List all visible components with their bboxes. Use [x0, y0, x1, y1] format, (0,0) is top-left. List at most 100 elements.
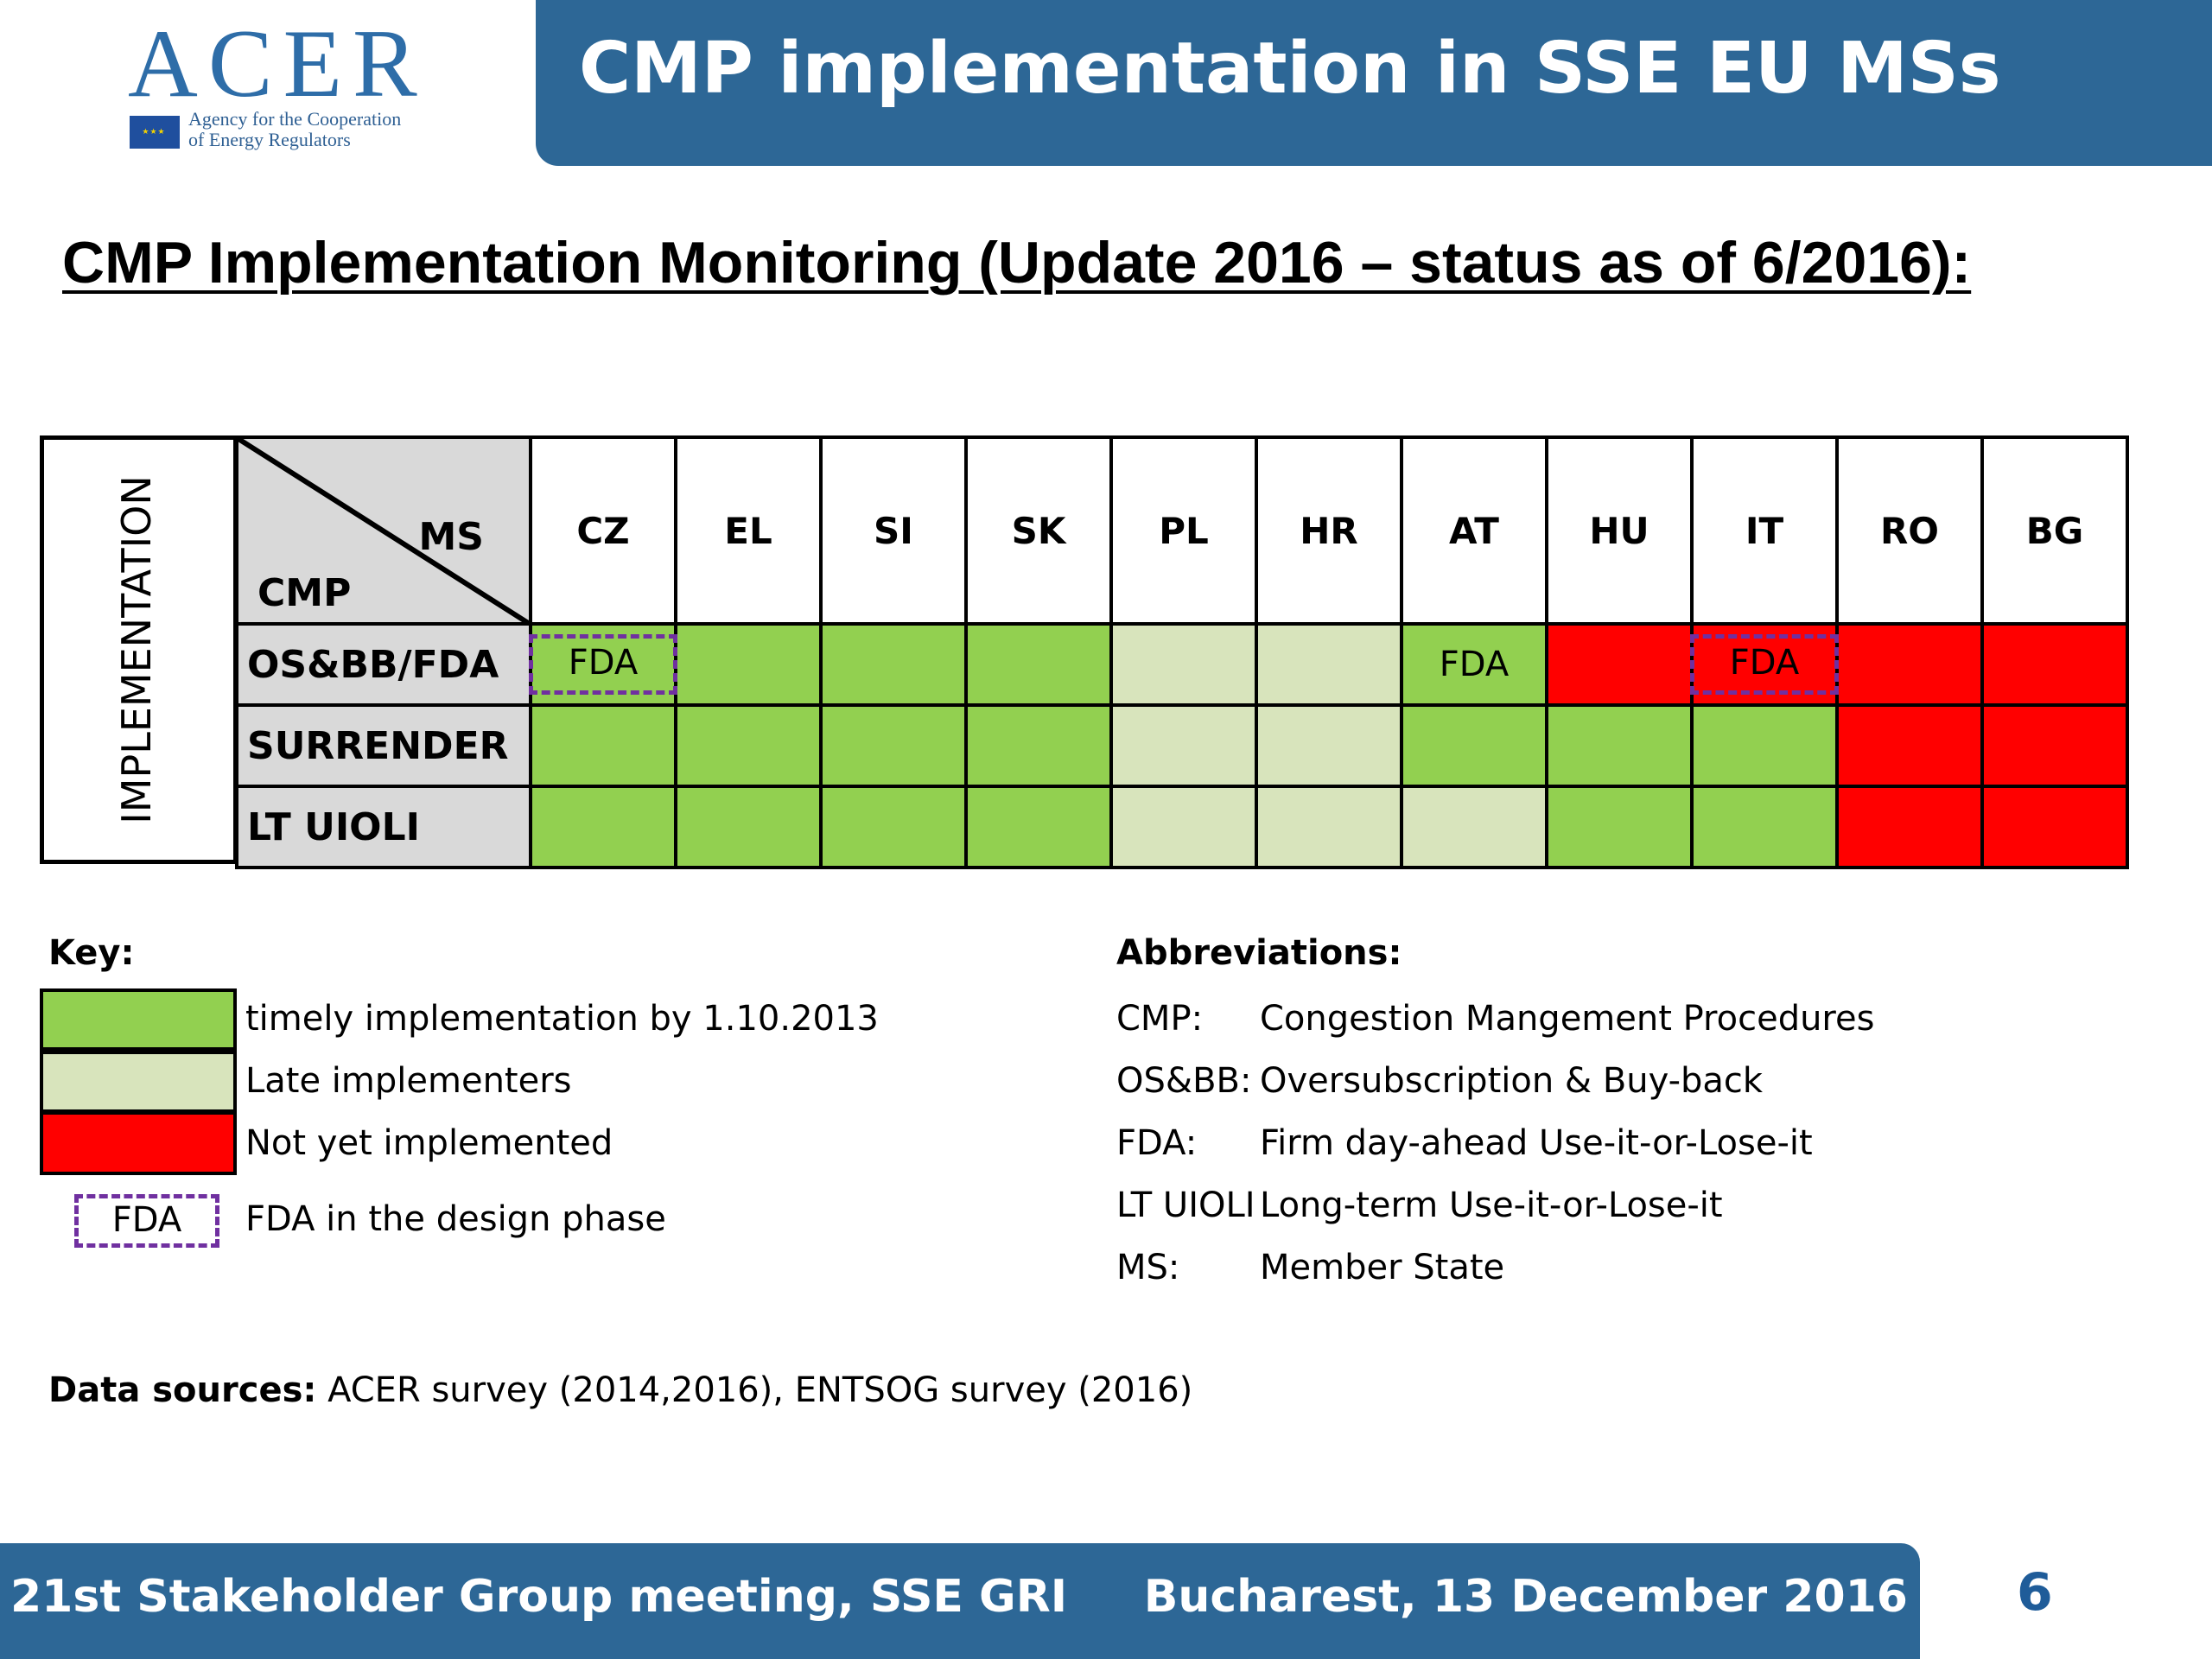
- abbreviation-item: LT UIOLI Long-term Use-it-or-Lose-it: [1116, 1185, 1723, 1225]
- abbreviation-definition: Congestion Mangement Procedures: [1260, 999, 1875, 1039]
- abbreviation-item: FDA: Firm day-ahead Use-it-or-Lose-it: [1116, 1123, 1813, 1163]
- status-cell-cz: FDA: [529, 622, 677, 707]
- country-header: BG: [1980, 435, 2129, 626]
- page-number: 6: [2017, 1562, 2053, 1623]
- country-header: HU: [1545, 435, 1694, 626]
- key-title: Key:: [48, 933, 135, 973]
- abbreviation-item: MS: Member State: [1116, 1248, 1504, 1287]
- key-text-light: Late implementers: [245, 1061, 572, 1101]
- page-title: CMP implementation in SSE EU MSs: [579, 28, 2001, 110]
- status-cell-sk: [964, 622, 1113, 707]
- abbreviation-definition: Member State: [1260, 1248, 1505, 1287]
- country-header: SI: [819, 435, 968, 626]
- status-cell-el: [674, 785, 823, 869]
- fda-design-label: FDA: [529, 634, 677, 695]
- matrix-header-row: MS CMP CZ EL SI SK PL HR AT HU IT RO BG: [235, 435, 2129, 626]
- matrix-row-lt-uioli: LT UIOLI: [235, 785, 2129, 869]
- status-cell-hr: [1255, 785, 1403, 869]
- abbreviation-term: OS&BB:: [1116, 1061, 1252, 1101]
- footer-meeting: 21st Stakeholder Group meeting, SSE GRI: [10, 1571, 1068, 1623]
- country-header: CZ: [529, 435, 677, 626]
- footer-location-date: Bucharest, 13 December 2016: [1143, 1571, 1908, 1623]
- data-sources: Data sources: ACER survey (2014,2016), E…: [48, 1370, 1192, 1410]
- abbreviation-term: LT UIOLI: [1116, 1185, 1255, 1225]
- status-cell-bg: [1980, 785, 2129, 869]
- key-swatch-light: [40, 1051, 237, 1113]
- data-sources-label: Data sources:: [48, 1370, 317, 1410]
- status-cell-cz: [529, 703, 677, 788]
- abbreviation-definition: Long-term Use-it-or-Lose-it: [1260, 1185, 1723, 1225]
- corner-ms-label: MS: [418, 515, 484, 559]
- footer-bar: 21st Stakeholder Group meeting, SSE GRI …: [0, 1543, 1920, 1659]
- status-cell-bg: [1980, 703, 2129, 788]
- matrix-row-osbb-fda: OS&BB/FDA FDA FDA FDA: [235, 622, 2129, 707]
- data-sources-text: ACER survey (2014,2016), ENTSOG survey (…: [316, 1370, 1193, 1410]
- status-cell-hu: [1545, 622, 1694, 707]
- title-bar: CMP implementation in SSE EU MSs: [536, 0, 2212, 166]
- fda-label: FDA: [1439, 645, 1510, 684]
- logo-subtitle-line2: of Energy Regulators: [188, 129, 351, 150]
- abbreviation-definition: Firm day-ahead Use-it-or-Lose-it: [1260, 1123, 1813, 1163]
- country-header: SK: [964, 435, 1113, 626]
- status-cell-si: [819, 703, 968, 788]
- diagonal-divider: [238, 439, 532, 626]
- eu-flag-icon: ★★★: [130, 116, 180, 149]
- status-cell-pl: [1109, 785, 1258, 869]
- acer-logo: ACER ★★★ Agency for the Cooperation of E…: [128, 10, 439, 150]
- row-label: SURRENDER: [235, 703, 532, 788]
- status-cell-sk: [964, 703, 1113, 788]
- country-header: IT: [1690, 435, 1839, 626]
- abbreviation-definition: Oversubscription & Buy-back: [1260, 1061, 1764, 1101]
- key-fda-dashed-box: FDA: [74, 1194, 219, 1248]
- status-cell-sk: [964, 785, 1113, 869]
- logo-wordmark: ACER: [128, 10, 428, 118]
- fda-design-label: FDA: [1690, 634, 1839, 695]
- logo-subtitle-line1: Agency for the Cooperation: [188, 108, 402, 130]
- section-heading: CMP Implementation Monitoring (Update 20…: [62, 230, 1972, 296]
- status-cell-it: FDA: [1690, 622, 1839, 707]
- status-cell-ro: [1835, 622, 1984, 707]
- status-cell-hu: [1545, 785, 1694, 869]
- key-text-fda: FDA in the design phase: [245, 1199, 666, 1239]
- country-header: EL: [674, 435, 823, 626]
- status-cell-cz: [529, 785, 677, 869]
- country-header: AT: [1400, 435, 1548, 626]
- key-text-green: timely implementation by 1.10.2013: [245, 999, 879, 1039]
- logo-subtitle: Agency for the Cooperation of Energy Reg…: [188, 109, 401, 150]
- matrix-row-surrender: SURRENDER: [235, 703, 2129, 788]
- abbreviation-term: MS:: [1116, 1248, 1180, 1287]
- key-text-red: Not yet implemented: [245, 1123, 613, 1163]
- row-label: OS&BB/FDA: [235, 622, 532, 707]
- status-cell-pl: [1109, 703, 1258, 788]
- status-cell-pl: [1109, 622, 1258, 707]
- matrix-corner-cell: MS CMP: [235, 435, 532, 626]
- status-cell-hr: [1255, 703, 1403, 788]
- status-cell-it: [1690, 785, 1839, 869]
- status-cell-at: FDA: [1400, 622, 1548, 707]
- implementation-matrix: MS CMP CZ EL SI SK PL HR AT HU IT RO BG …: [235, 435, 2129, 869]
- status-cell-hr: [1255, 622, 1403, 707]
- status-cell-hu: [1545, 703, 1694, 788]
- abbreviation-item: OS&BB: Oversubscription & Buy-back: [1116, 1061, 1763, 1101]
- implementation-label: IMPLEMENTATION: [113, 475, 160, 824]
- country-header: PL: [1109, 435, 1258, 626]
- status-cell-si: [819, 622, 968, 707]
- status-cell-it: [1690, 703, 1839, 788]
- status-cell-at: [1400, 703, 1548, 788]
- status-cell-ro: [1835, 785, 1984, 869]
- key-swatch-green: [40, 988, 237, 1051]
- country-header: HR: [1255, 435, 1403, 626]
- abbreviations-title: Abbreviations:: [1116, 933, 1402, 973]
- country-header: RO: [1835, 435, 1984, 626]
- status-cell-ro: [1835, 703, 1984, 788]
- status-cell-at: [1400, 785, 1548, 869]
- status-cell-el: [674, 703, 823, 788]
- row-label: LT UIOLI: [235, 785, 532, 869]
- corner-cmp-label: CMP: [257, 571, 352, 615]
- implementation-side-box: [40, 435, 237, 864]
- status-cell-si: [819, 785, 968, 869]
- status-cell-bg: [1980, 622, 2129, 707]
- abbreviation-item: CMP: Congestion Mangement Procedures: [1116, 999, 1874, 1039]
- abbreviation-term: CMP:: [1116, 999, 1204, 1039]
- key-swatch-red: [40, 1111, 237, 1175]
